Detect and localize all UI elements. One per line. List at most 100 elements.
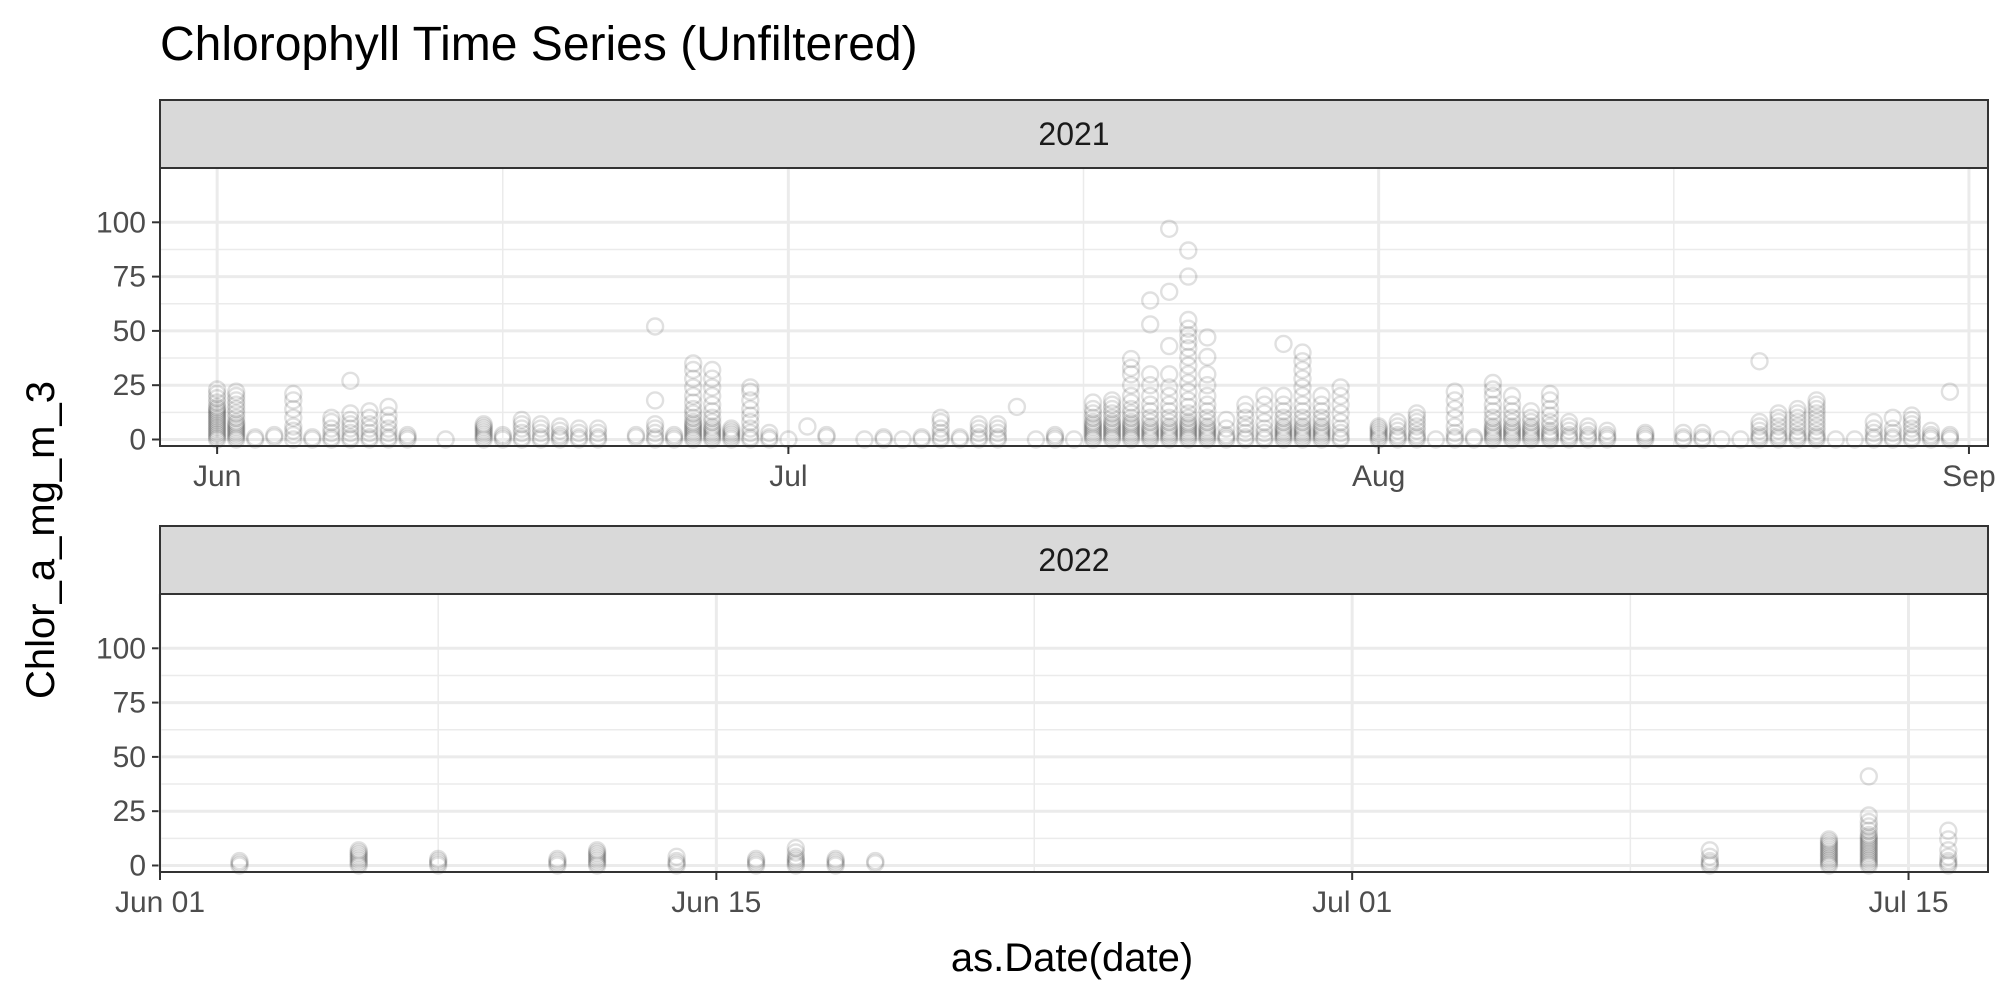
data-point <box>1293 425 1312 445</box>
data-point <box>1198 412 1217 432</box>
data-point <box>1236 430 1255 449</box>
data-point <box>667 856 686 875</box>
data-point <box>1540 412 1560 432</box>
data-point <box>1159 423 1179 443</box>
data-point <box>1731 430 1750 449</box>
data-point <box>226 421 246 440</box>
data-point <box>1859 834 1879 853</box>
data-point <box>684 399 703 419</box>
data-point <box>284 430 303 449</box>
data-point <box>1179 404 1198 423</box>
data-point <box>1369 425 1388 445</box>
data-point <box>1217 430 1236 449</box>
data-point <box>284 399 303 419</box>
data-point <box>741 399 760 419</box>
panel-background <box>160 168 1988 446</box>
data-point <box>1859 821 1879 840</box>
panel-background <box>160 594 1988 872</box>
data-point <box>703 402 722 421</box>
data-point <box>1083 430 1103 449</box>
data-point <box>1845 430 1864 449</box>
data-point <box>587 856 607 875</box>
data-point <box>1597 425 1617 445</box>
data-point <box>1388 412 1407 432</box>
data-point <box>1179 319 1198 338</box>
data-point <box>1274 430 1293 449</box>
data-point <box>360 419 379 438</box>
data-point <box>1521 425 1541 445</box>
chart-title: Chlorophyll Time Series (Unfiltered) <box>160 18 918 71</box>
data-point <box>1198 386 1217 406</box>
data-point <box>1293 430 1312 449</box>
data-point <box>826 851 845 871</box>
data-point <box>1331 419 1350 438</box>
data-point <box>1540 430 1560 449</box>
data-point <box>1198 365 1217 384</box>
data-point <box>1502 402 1522 421</box>
data-point <box>1407 408 1427 427</box>
data-point <box>1445 391 1465 410</box>
data-point <box>1255 386 1274 406</box>
data-point <box>645 317 665 336</box>
data-point <box>226 425 246 445</box>
data-point <box>1819 849 1839 869</box>
data-point <box>1483 417 1503 436</box>
data-point <box>548 856 567 875</box>
data-point <box>645 423 665 443</box>
data-point <box>587 843 607 862</box>
data-point <box>360 423 379 443</box>
data-point <box>1483 430 1503 449</box>
data-point <box>1083 421 1103 440</box>
data-point <box>645 415 665 434</box>
data-point <box>322 419 341 438</box>
data-point <box>703 408 722 427</box>
data-point <box>360 408 379 427</box>
data-point <box>1121 376 1141 395</box>
data-point <box>931 419 950 438</box>
data-point <box>988 423 1007 443</box>
data-point <box>1388 430 1407 449</box>
y-tick-label: 0 <box>129 849 146 882</box>
data-point <box>1578 425 1598 445</box>
data-point <box>760 430 779 449</box>
data-point <box>1140 386 1160 406</box>
data-point <box>1159 365 1179 384</box>
data-point <box>207 399 227 419</box>
data-point <box>1902 415 1922 434</box>
data-point <box>1121 349 1141 369</box>
data-point <box>474 415 493 434</box>
data-point <box>226 430 246 449</box>
data-point <box>379 397 398 417</box>
data-point <box>341 410 360 430</box>
data-point <box>1540 417 1560 436</box>
data-point <box>341 423 360 443</box>
data-point <box>1293 386 1312 406</box>
data-point <box>1083 417 1103 436</box>
data-point <box>379 430 398 449</box>
data-point <box>1540 406 1560 425</box>
data-point <box>1198 395 1217 414</box>
x-tick-label: Sep <box>1942 460 1995 493</box>
data-point <box>1236 395 1255 414</box>
data-point <box>1083 415 1103 434</box>
data-point <box>722 421 741 440</box>
data-point <box>722 425 741 445</box>
data-point <box>587 847 607 866</box>
data-point <box>969 419 988 438</box>
data-point <box>893 430 912 449</box>
data-point <box>1274 386 1293 406</box>
data-point <box>1502 425 1522 445</box>
data-point <box>684 378 703 397</box>
data-point <box>703 421 722 440</box>
data-point <box>1274 412 1293 432</box>
data-point <box>1859 851 1879 871</box>
data-point <box>1121 415 1141 434</box>
data-point <box>1274 425 1293 445</box>
data-point <box>548 849 567 869</box>
data-point <box>1179 417 1198 436</box>
data-point <box>587 841 607 860</box>
data-point <box>1083 419 1103 438</box>
data-point <box>1102 417 1122 436</box>
data-point <box>1769 404 1788 423</box>
data-point <box>1819 834 1839 853</box>
